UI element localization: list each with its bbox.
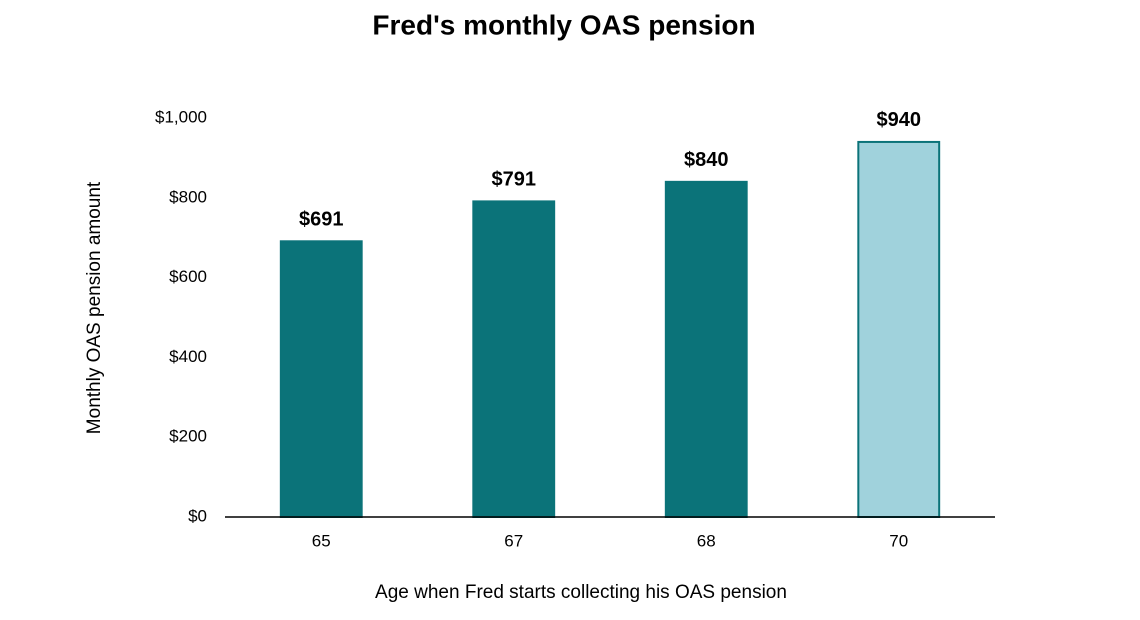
y-tick-label: $800 <box>169 187 207 206</box>
x-tick-label: 67 <box>504 531 523 550</box>
y-tick-label: $600 <box>169 267 207 286</box>
bar <box>857 140 941 518</box>
value-label: $691 <box>299 209 344 231</box>
chart-title: Fred's monthly OAS pension <box>372 9 755 40</box>
value-label: $940 <box>877 109 922 131</box>
value-label: $840 <box>684 149 729 171</box>
value-label: $791 <box>492 169 537 191</box>
bar <box>472 200 556 519</box>
x-axis-title: Age when Fred starts collecting his OAS … <box>375 582 787 603</box>
bar <box>279 240 363 519</box>
x-tick-label: 65 <box>312 531 331 550</box>
y-tick-label: $1,000 <box>155 107 207 126</box>
x-tick-label: 70 <box>889 531 908 550</box>
y-axis-title: Monthly OAS pension amount <box>84 181 105 434</box>
x-tick-label: 68 <box>697 531 716 550</box>
y-tick-label: $0 <box>188 506 207 525</box>
bar <box>664 180 748 518</box>
y-tick-label: $200 <box>169 427 207 446</box>
y-tick-label: $400 <box>169 347 207 366</box>
